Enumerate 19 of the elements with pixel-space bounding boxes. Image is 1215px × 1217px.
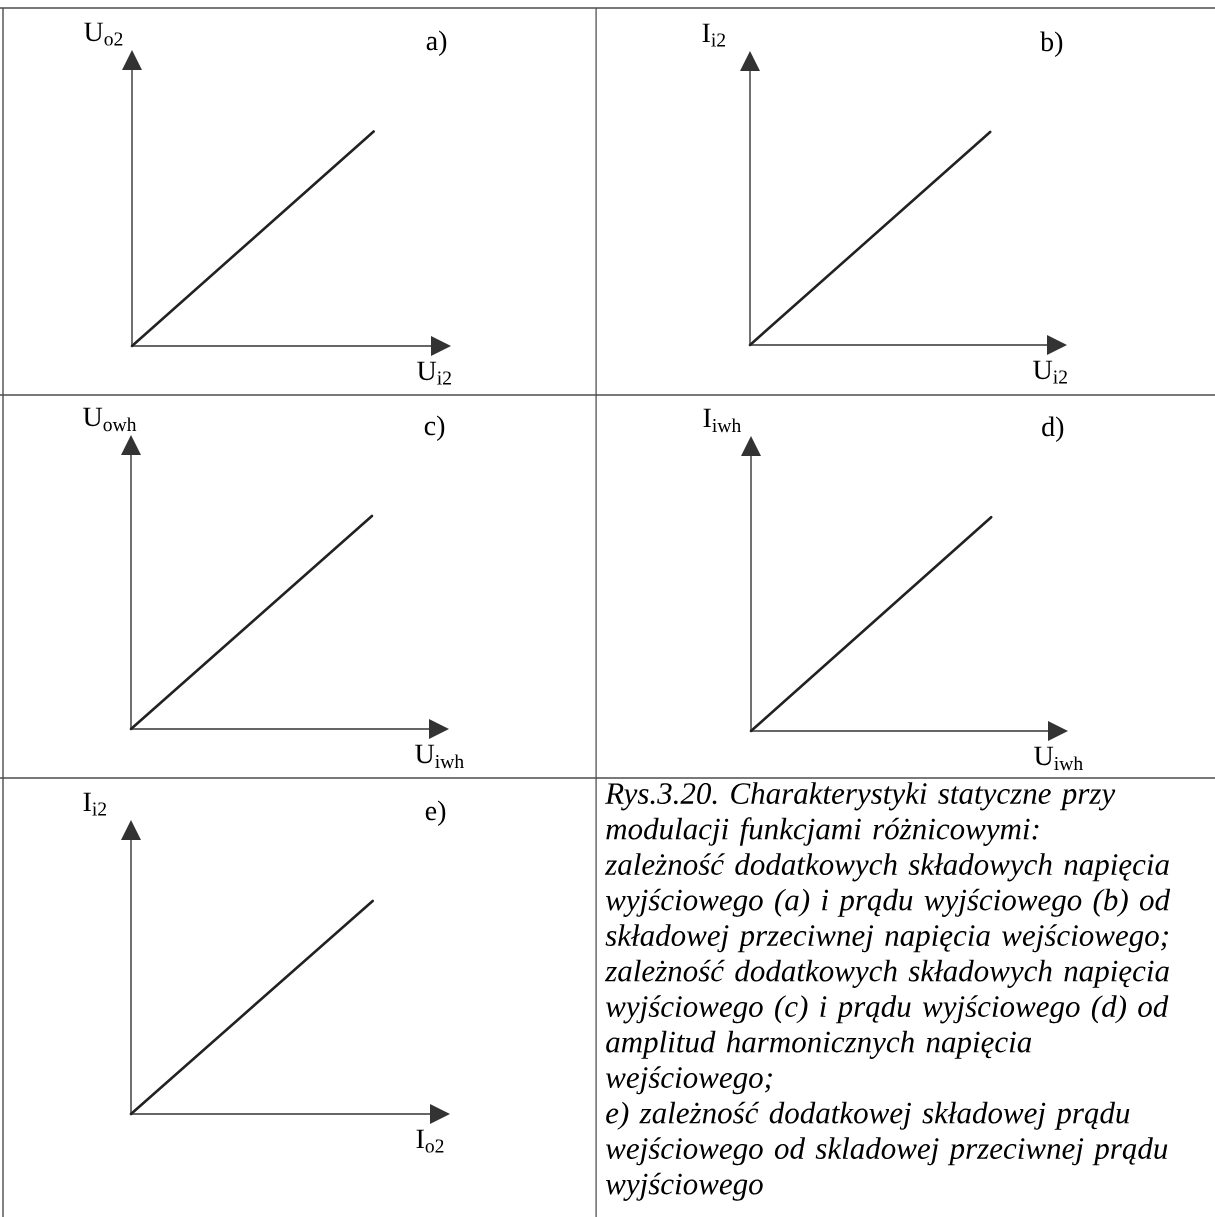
x-axis-title: U$_{i2}$: [1033, 360, 1067, 384]
x-axis-title: U$_{iwh}$: [1034, 746, 1083, 771]
y-axis-title: U$_{owh}$: [83, 407, 137, 432]
y-axis-title: I$_{i2}$: [83, 792, 107, 816]
x-axis-title: U$_{iwh}$: [415, 744, 464, 769]
text: zależność dodatkowych składowych napięcia wyjściowego (c) i prądu wyjściowego (d) od amplitud harmonicznych napięcia wejściowego;: [604, 959, 1169, 1095]
text: e) zależność dodatkowej składowej prądu wejściowego od skladowej przeciwnej prądu wyjściowego: [605, 1101, 1168, 1201]
chart-title: a): [426, 30, 447, 56]
y-axis-title: I$_{i2}$: [702, 23, 726, 47]
chart-title: b): [1040, 31, 1063, 57]
chart-title: d): [1042, 416, 1064, 442]
x-axis-title: U$_{i2}$: [417, 361, 451, 385]
chart-title: e): [425, 800, 446, 826]
chart-title: c): [424, 415, 445, 441]
y-axis-title: I$_{iwh}$: [703, 408, 742, 433]
text: zależność dodatkowych składowych napięcia wyjściowego (a) i prądu wyjściowego (b) od składowej przeciwnej napięcia wejściowego;: [604, 853, 1171, 953]
y-axis-title: U$_{o2}$: [84, 22, 123, 46]
text: Rys.3.20. Charakterystyki statyczne przy modulacji funkcjami różnicowymi:: [605, 782, 1116, 846]
x-axis-title: I$_{o2}$: [416, 1129, 444, 1153]
